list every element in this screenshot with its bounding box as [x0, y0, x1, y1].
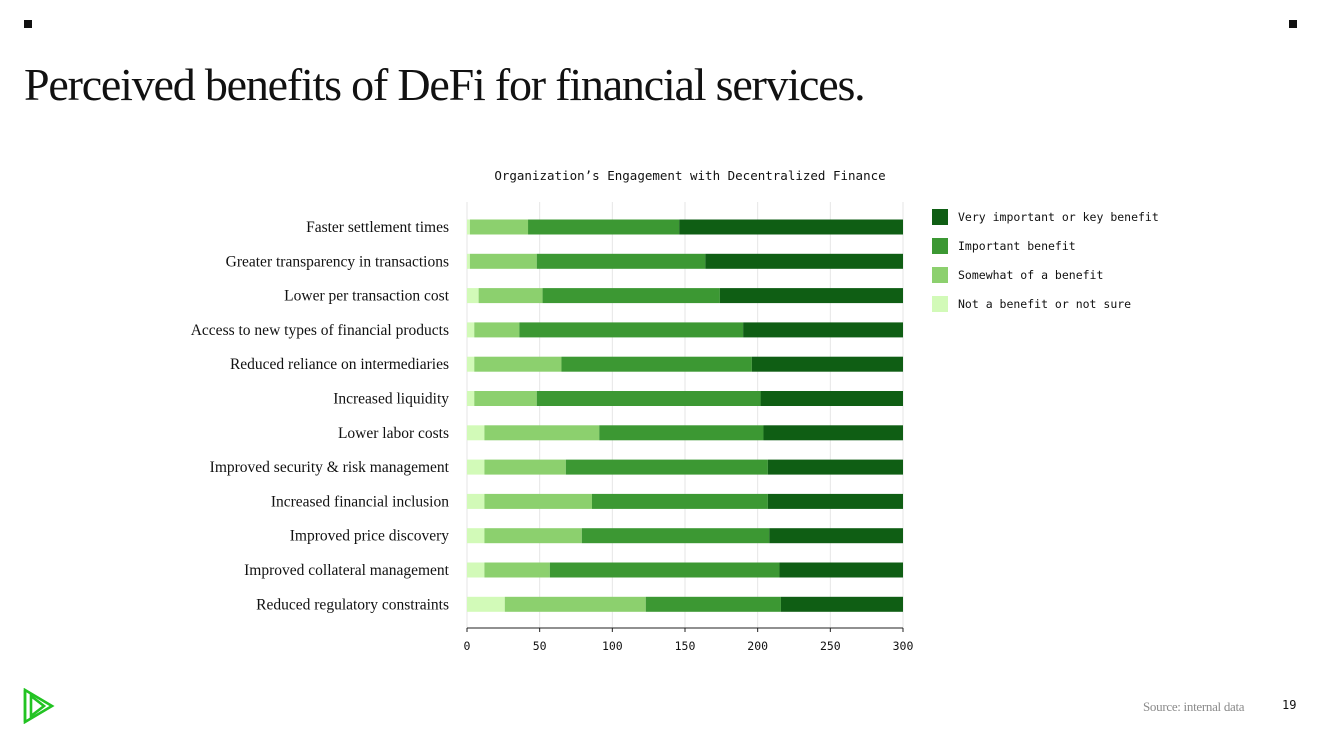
- x-tick-label: 50: [533, 639, 547, 653]
- bar-segment: [719, 288, 903, 304]
- page-title: Perceived benefits of DeFi for financial…: [24, 59, 866, 110]
- bars: [467, 219, 903, 612]
- legend-label: Somewhat of a benefit: [958, 268, 1103, 282]
- bar-segment: [469, 219, 529, 235]
- bar-segment: [484, 459, 566, 475]
- bar-segment: [484, 562, 550, 578]
- bar-segment: [484, 528, 582, 544]
- source-note: Source: internal data: [1143, 699, 1245, 714]
- bar-segment: [743, 322, 903, 338]
- category-label: Access to new types of financial product…: [191, 322, 449, 339]
- x-tick-label: 250: [820, 639, 841, 653]
- brand-logo-icon: [23, 688, 55, 724]
- bar-segment: [467, 356, 475, 372]
- x-tick-label: 200: [747, 639, 768, 653]
- bar-segment: [467, 493, 485, 509]
- bar-segment: [504, 596, 646, 612]
- bar-segment: [549, 562, 780, 578]
- category-label: Improved security & risk management: [210, 459, 450, 476]
- bar-segment: [474, 391, 537, 406]
- bar-segment: [467, 459, 485, 475]
- legend-swatch: [932, 267, 948, 283]
- x-axis: 0 50 100 150 200 250 300: [464, 627, 914, 653]
- bar-segment: [565, 459, 768, 475]
- category-label: Increased financial inclusion: [271, 493, 449, 510]
- bar-segment: [467, 288, 479, 304]
- legend: Very important or key benefit Important b…: [932, 209, 1159, 312]
- bar-segment: [536, 253, 706, 269]
- category-label: Increased liquidity: [333, 391, 449, 408]
- bar-segment: [599, 425, 764, 441]
- bar-segment: [467, 425, 485, 441]
- corner-mark-top-left: [24, 20, 32, 28]
- bar-segment: [561, 356, 752, 372]
- bar-segment: [467, 528, 485, 544]
- grid-lines: [466, 202, 904, 628]
- bar-segment: [484, 425, 600, 441]
- bar-segment: [484, 493, 592, 509]
- x-tick-label: 100: [602, 639, 623, 653]
- category-label: Reduced reliance on intermediaries: [230, 356, 449, 373]
- x-tick-label: 0: [464, 639, 471, 653]
- bar-segment: [705, 253, 903, 269]
- bar-segment: [760, 391, 903, 406]
- bar-segment: [591, 493, 768, 509]
- x-tick-label: 300: [893, 639, 914, 653]
- bar-segment: [474, 356, 562, 372]
- legend-swatch: [932, 296, 948, 312]
- bar-segment: [467, 562, 485, 578]
- bar-segment: [763, 425, 903, 441]
- category-label: Greater transparency in transactions: [226, 253, 449, 270]
- category-label: Lower labor costs: [338, 425, 449, 442]
- category-label: Improved price discovery: [290, 528, 449, 545]
- bar-segment: [779, 562, 903, 578]
- page-number: 19: [1282, 698, 1297, 712]
- bar-segment: [467, 391, 475, 406]
- bar-segment: [469, 253, 537, 269]
- bar-segment: [769, 528, 903, 544]
- corner-mark-top-right: [1289, 20, 1297, 28]
- bar-segment: [780, 596, 903, 612]
- bar-segment: [474, 322, 520, 338]
- legend-label: Important benefit: [958, 239, 1076, 253]
- category-label: Faster settlement times: [306, 219, 449, 236]
- bar-segment: [679, 219, 903, 235]
- bar-segment: [767, 459, 903, 475]
- bar-segment: [767, 493, 903, 509]
- category-labels: Faster settlement times Greater transpare…: [191, 219, 450, 613]
- bar-segment: [519, 322, 744, 338]
- category-label: Improved collateral management: [244, 562, 450, 579]
- bar-segment: [528, 219, 680, 235]
- bar-segment: [581, 528, 770, 544]
- category-label: Lower per transaction cost: [284, 288, 450, 305]
- chart-title: Organization’s Engagement with Decentral…: [494, 168, 885, 183]
- bar-segment: [467, 253, 470, 269]
- legend-swatch: [932, 238, 948, 254]
- bar-segment: [645, 596, 781, 612]
- bar-segment: [478, 288, 543, 304]
- bar-segment: [536, 391, 761, 406]
- x-tick-label: 150: [675, 639, 696, 653]
- bar-segment: [467, 596, 505, 612]
- bar-segment: [542, 288, 720, 304]
- legend-swatch: [932, 209, 948, 225]
- bar-segment: [467, 322, 475, 338]
- category-label: Reduced regulatory constraints: [256, 596, 449, 613]
- bar-segment: [751, 356, 903, 372]
- bar-segment: [467, 219, 470, 235]
- legend-label: Not a benefit or not sure: [958, 297, 1131, 311]
- legend-label: Very important or key benefit: [958, 210, 1159, 224]
